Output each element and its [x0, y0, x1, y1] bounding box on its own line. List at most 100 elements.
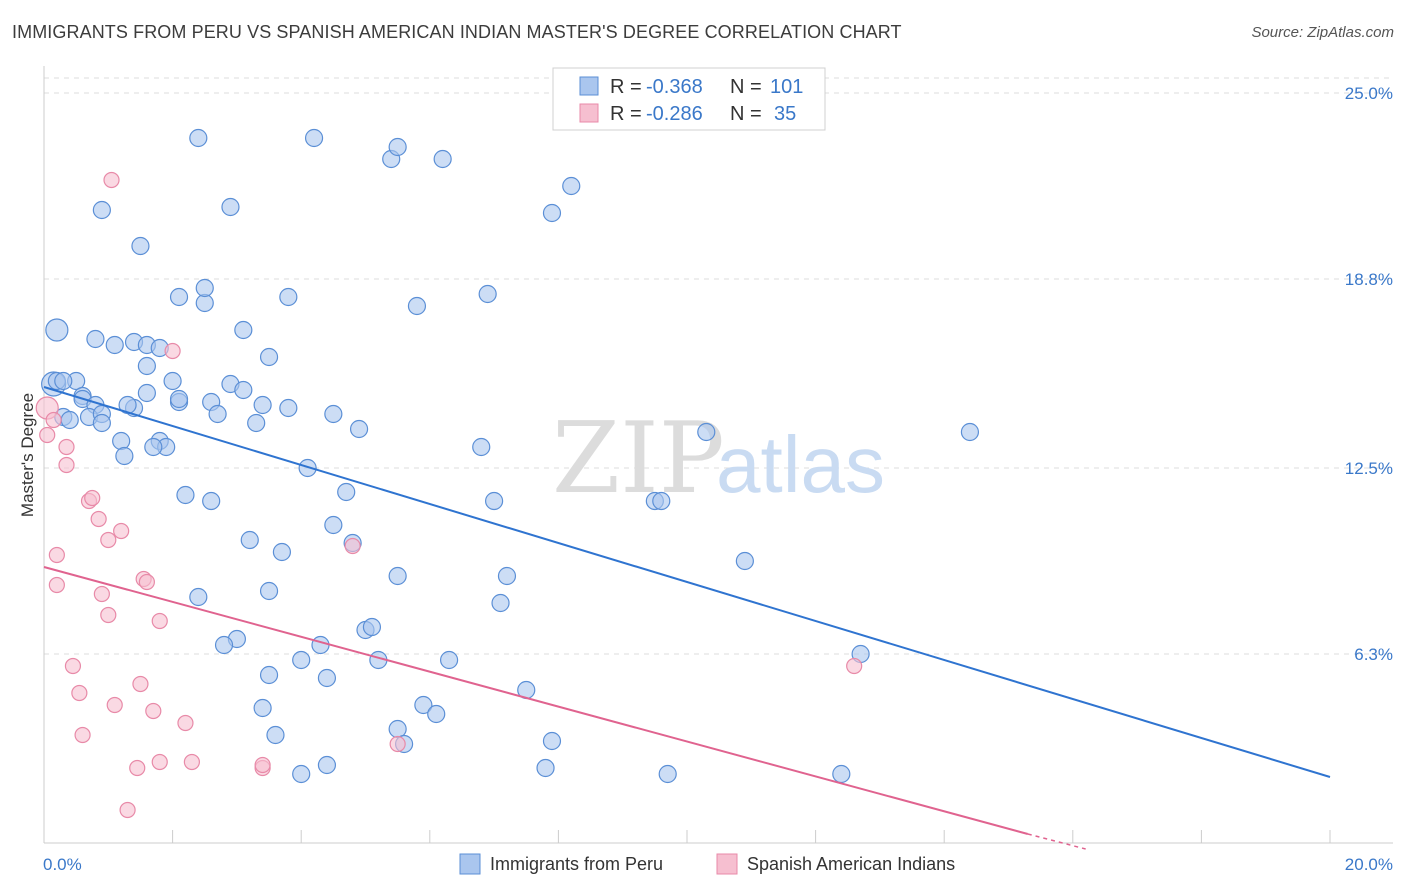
sai-point: [100, 531, 117, 549]
peru-point: [427, 704, 446, 724]
peru-point: [54, 371, 73, 391]
peru-point: [652, 491, 671, 511]
peru-point: [388, 566, 407, 586]
peru-point: [118, 395, 137, 415]
peru-point: [433, 149, 452, 169]
peru-point: [86, 329, 105, 349]
sai-point: [846, 657, 863, 675]
watermark-zip: ZIP: [552, 402, 725, 516]
sai-point: [145, 702, 162, 720]
peru-point: [137, 356, 156, 376]
legend-n-label-1: N =: [730, 76, 762, 98]
sai-point: [64, 657, 82, 675]
watermark-atlas: atlas: [716, 420, 885, 509]
y-tick-label: 25.0%: [1345, 84, 1393, 103]
bottom-legend-peru: Immigrants from Peru: [490, 854, 663, 874]
peru-point: [259, 347, 279, 367]
peru-point: [240, 530, 259, 550]
legend-r-label-1: R =: [610, 76, 642, 98]
legend-r-value-2: -0.286: [646, 103, 703, 125]
legend-n-label-2: N =: [730, 103, 762, 125]
peru-point: [60, 410, 79, 430]
peru-point: [536, 758, 555, 778]
peru-point: [311, 635, 330, 655]
peru-point: [407, 296, 427, 316]
peru-point: [253, 395, 272, 415]
peru-point: [485, 491, 504, 511]
peru-point: [45, 318, 69, 342]
peru-point: [234, 320, 253, 340]
sai-point: [58, 438, 75, 456]
gridlines: [44, 77, 1393, 655]
sai-point: [45, 411, 62, 429]
peru-point: [272, 542, 292, 562]
peru-point: [115, 446, 134, 466]
peru-point: [362, 617, 382, 637]
watermark: ZIP atlas: [552, 402, 885, 516]
sai-point: [106, 696, 123, 714]
legend-swatch-sai: [579, 103, 599, 123]
trend-lines: [43, 386, 1331, 850]
sai-point: [103, 171, 120, 189]
peru-point: [189, 587, 208, 607]
trend-line-peru: [43, 386, 1331, 778]
peru-point: [92, 200, 111, 220]
sai-point: [74, 726, 91, 744]
sai-point: [177, 714, 194, 732]
series-sai-points: [35, 171, 863, 819]
peru-point: [349, 419, 369, 439]
peru-point: [960, 422, 980, 442]
sai-point: [84, 489, 101, 507]
peru-point: [131, 236, 150, 256]
peru-point: [195, 278, 214, 298]
sai-point: [151, 753, 168, 771]
peru-point: [337, 482, 356, 502]
y-axis-label: Master's Degree: [18, 393, 37, 517]
bottom-legend: Immigrants from Peru Spanish American In…: [459, 853, 955, 875]
peru-point: [298, 458, 317, 478]
peru-point: [697, 422, 716, 442]
peru-point: [317, 668, 337, 688]
peru-point: [163, 371, 182, 391]
sai-point: [58, 456, 75, 474]
peru-point: [832, 764, 851, 784]
trend-line-sai-extension: [1027, 833, 1086, 850]
sai-point: [48, 546, 65, 564]
sai-point: [132, 675, 149, 693]
sai-point: [48, 576, 65, 594]
peru-point: [735, 551, 754, 571]
peru-point: [658, 764, 677, 784]
legend-r-value-1: -0.368: [646, 76, 703, 98]
peru-point: [247, 413, 266, 433]
sai-point: [138, 573, 155, 591]
sai-point: [100, 606, 117, 624]
peru-point: [279, 287, 298, 307]
peru-point: [317, 755, 337, 775]
series-peru-points: [41, 128, 980, 784]
peru-point: [253, 698, 272, 718]
peru-point: [292, 764, 311, 784]
peru-point: [266, 725, 285, 745]
peru-point: [439, 650, 459, 670]
peru-point: [105, 335, 124, 355]
peru-point: [208, 404, 227, 424]
sai-point: [71, 684, 88, 702]
peru-point: [324, 404, 343, 424]
chart-title: IMMIGRANTS FROM PERU VS SPANISH AMERICAN…: [12, 22, 902, 42]
peru-point: [542, 203, 562, 223]
sai-point: [93, 585, 110, 603]
peru-point: [234, 380, 253, 400]
peru-point: [324, 515, 343, 535]
peru-point: [202, 491, 221, 511]
peru-point: [472, 437, 491, 457]
peru-point: [542, 731, 562, 751]
bottom-legend-sai: Spanish American Indians: [747, 854, 955, 874]
peru-point: [478, 284, 497, 304]
sai-point: [344, 537, 361, 555]
peru-point: [259, 581, 279, 601]
legend-box: R = -0.368 N = 101 R = -0.286 N = 35: [552, 67, 826, 131]
y-tick-label: 6.3%: [1354, 645, 1393, 664]
peru-point: [176, 485, 195, 505]
peru-point: [169, 287, 189, 307]
